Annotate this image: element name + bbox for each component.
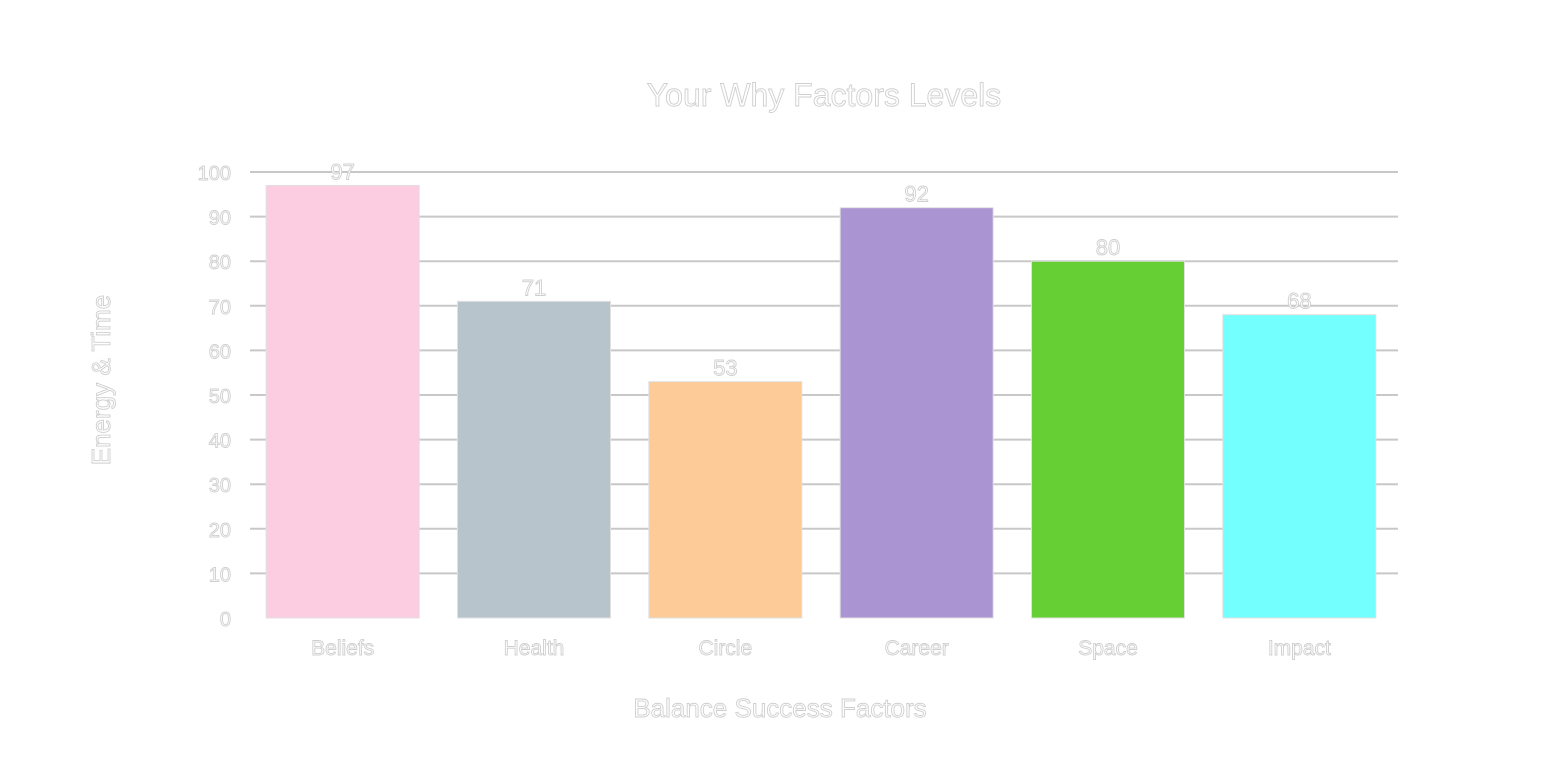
bar-impact (1222, 314, 1377, 619)
chart-title: Your Why Factors Levels (647, 77, 1002, 113)
data-label: 92 (904, 182, 928, 207)
x-tick-label: Circle (698, 637, 752, 660)
y-tick-label: 20 (209, 520, 231, 542)
y-tick-label: 40 (209, 431, 231, 453)
bar-health (457, 300, 611, 619)
y-tick-label: 50 (209, 386, 231, 408)
x-tick-label: Impact (1268, 637, 1331, 660)
data-label: 68 (1287, 289, 1311, 314)
x-axis-label: Balance Success Factors (633, 693, 926, 723)
y-tick-label: 70 (209, 297, 231, 319)
x-tick-label: Health (504, 637, 565, 660)
x-tick-label: Career (885, 637, 949, 660)
y-tick-label: 80 (209, 252, 231, 274)
data-label: 80 (1096, 235, 1120, 260)
y-tick-label: 60 (209, 341, 231, 363)
y-tick-label: 10 (209, 564, 231, 586)
y-tick-label: 30 (209, 475, 231, 497)
data-label: 97 (330, 159, 354, 184)
y-tick-label: 0 (220, 609, 231, 631)
y-axis-label: Energy & Time (86, 295, 116, 466)
bar-beliefs (265, 184, 420, 619)
y-tick-label: 100 (198, 163, 231, 185)
data-label: 71 (522, 275, 546, 300)
x-tick-label: Space (1078, 637, 1138, 660)
y-tick-label: 90 (209, 208, 231, 230)
x-tick-label: Beliefs (311, 637, 374, 660)
bar-space (1031, 260, 1185, 619)
data-label: 53 (713, 356, 737, 381)
bar-career (839, 207, 994, 619)
bar-circle (648, 381, 803, 619)
